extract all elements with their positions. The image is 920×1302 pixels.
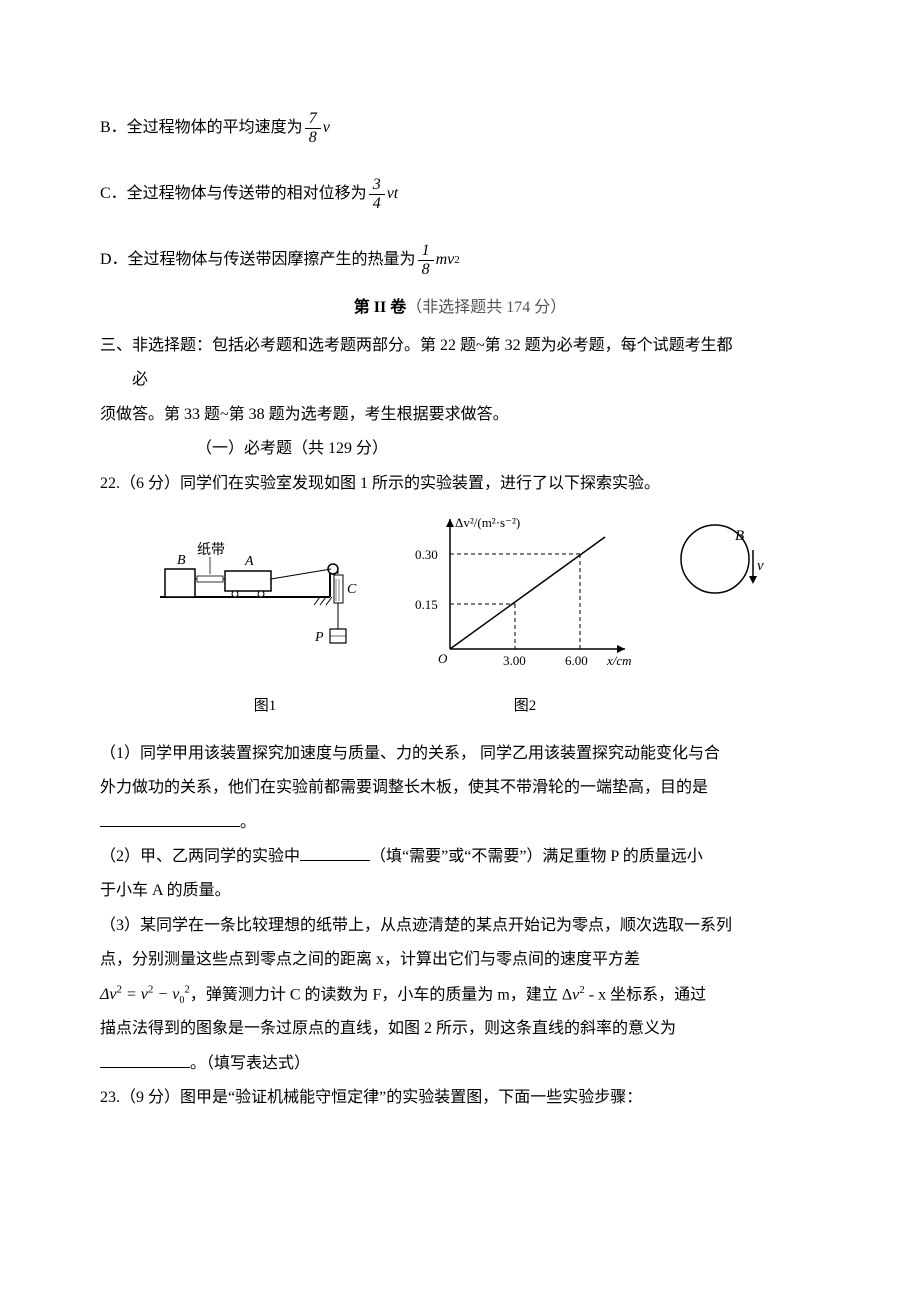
q22-p3d: 描点法得到的图象是一条过原点的直线，如图 2 所示，则这条直线的斜率的意义为	[100, 1014, 820, 1044]
q22-p3e-line: 。（填写表达式）	[100, 1049, 820, 1079]
nonchoice-l4: （一）必考题（共 129 分）	[100, 434, 820, 464]
eq-dv2: Δv2 = v2 − v02	[100, 986, 190, 1003]
fig1-label-b: B	[177, 553, 186, 568]
nonchoice-l3: 须做答。第 33 题~第 38 题为选考题，考生根据要求做答。	[100, 400, 820, 430]
nonchoice-l1: 三、非选择题：包括必考题和选考题两部分。第 22 题~第 32 题为必考题，每个…	[100, 331, 820, 361]
fig3-label-v: v	[757, 558, 764, 574]
fraction-1-8: 1 8	[418, 242, 434, 278]
q23-stem: 23.（9 分）图甲是“验证机械能守恒定律”的实验装置图，下面一些实验步骤：	[100, 1083, 820, 1113]
fig1-tape-label: 纸带	[197, 542, 225, 558]
q22-p3c-prefix: ，弹簧测力计 C 的读数为 F，小车的质量为 m，建立 Δ	[190, 986, 572, 1003]
option-b: B．全过程物体的平均速度为 7 8 v	[100, 110, 820, 146]
section-2-title-bold: 第 II 卷	[354, 299, 406, 316]
option-b-text: B．全过程物体的平均速度为	[100, 113, 303, 143]
option-d-v: v	[447, 245, 454, 275]
q22-p3e: 。（填写表达式）	[190, 1055, 310, 1072]
q22-p2-line: （2）甲、乙两同学的实验中 （填“需要”或“不需要”）满足重物 P 的质量远小	[100, 842, 820, 872]
fig2-ytick-1: 0.30	[415, 547, 438, 562]
q22-p1c-line: 。	[100, 808, 820, 838]
section-2-title-gray: （非选择题共 174 分）	[406, 299, 566, 316]
figure-2: Δv²/(m²·s⁻²) x/cm O 0.15 0.30 3.00 6.00	[405, 509, 645, 721]
q22-p3a: （3）某同学在一条比较理想的纸带上，从点迹清楚的某点开始记为零点，顺次选取一系列	[100, 911, 820, 941]
option-d: D．全过程物体与传送带因摩擦产生的热量为 1 8 mv2	[100, 242, 820, 278]
fig1-caption: 图1	[155, 692, 375, 721]
q22-p2b: （填“需要”或“不需要”）满足重物 P 的质量远小	[370, 848, 703, 865]
nonchoice-l2: 必	[100, 365, 820, 395]
fig2-xtick-0: 3.00	[503, 653, 526, 668]
blank-1[interactable]	[100, 810, 240, 827]
fig2-caption: 图2	[405, 692, 645, 721]
option-d-m: m	[436, 245, 448, 275]
option-c-text: C．全过程物体与传送带的相对位移为	[100, 179, 367, 209]
section-2-title: 第 II 卷（非选择题共 174 分）	[100, 293, 820, 323]
option-b-var: v	[323, 113, 330, 143]
figure-1: B A 纸带 C P	[155, 509, 375, 721]
option-d-text: D．全过程物体与传送带因摩擦产生的热量为	[100, 245, 416, 275]
option-d-exp: 2	[454, 250, 460, 271]
q22-p1a: （1）同学甲用该装置探究加速度与质量、力的关系， 同学乙用该装置探究动能变化与合	[100, 739, 820, 769]
q22-p2c: 于小车 A 的质量。	[100, 876, 820, 906]
q22-p3c-line: Δv2 = v2 − v02，弹簧测力计 C 的读数为 F，小车的质量为 m，建…	[100, 980, 820, 1011]
q22-p3b: 点，分别测量这些点到零点之间的距离 x，计算出它们与零点间的速度平方差	[100, 945, 820, 975]
fraction-3-4: 3 4	[369, 176, 385, 212]
q22-p1b: 外力做功的关系，他们在实验前都需要调整长木板，使其不带滑轮的一端垫高，目的是	[100, 773, 820, 803]
figure-3: B v	[675, 514, 765, 635]
option-c: C．全过程物体与传送带的相对位移为 3 4 vt	[100, 176, 820, 212]
fraction-7-8: 7 8	[305, 110, 321, 146]
fig2-ytick-0: 0.15	[415, 597, 438, 612]
fig1-label-a: A	[244, 554, 254, 569]
blank-2[interactable]	[300, 844, 370, 861]
fig1-label-p: P	[314, 630, 324, 645]
blank-3[interactable]	[100, 1051, 190, 1068]
fig2-ylabel: Δv²/(m²·s⁻²)	[455, 515, 520, 530]
fig1-label-c: C	[347, 582, 357, 597]
figures-row: B A 纸带 C P	[100, 509, 820, 721]
q22-p1c: 。	[240, 814, 256, 831]
fig2-xtick-1: 6.00	[565, 653, 588, 668]
q22-p2a: （2）甲、乙两同学的实验中	[100, 848, 300, 865]
fig3-label-b: B	[735, 528, 744, 544]
fig2-xlabel: x/cm	[606, 653, 632, 668]
fig2-origin: O	[438, 651, 448, 666]
option-c-var: vt	[387, 179, 399, 209]
q22-p3c-suffix: - x 坐标系，通过	[585, 986, 706, 1003]
q22-stem: 22.（6 分）同学们在实验室发现如图 1 所示的实验装置，进行了以下探索实验。	[100, 469, 820, 499]
